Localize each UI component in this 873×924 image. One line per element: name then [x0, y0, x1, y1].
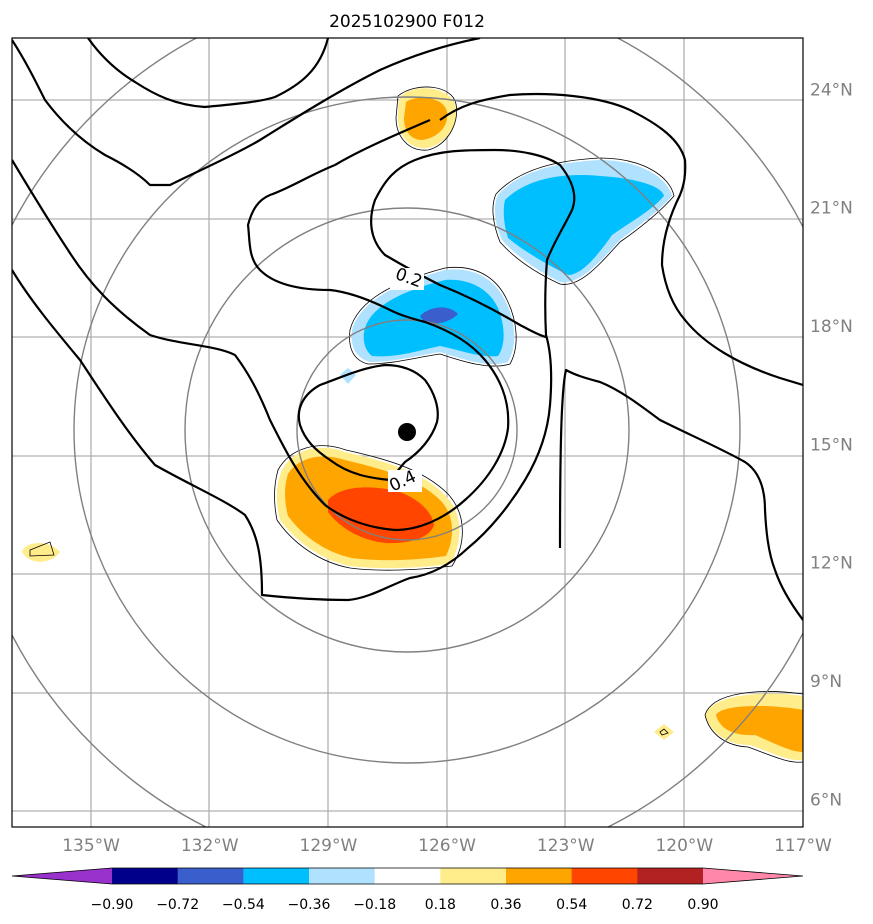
lon-tick-label: 123°W [537, 836, 595, 856]
contour-label-bg-1 [388, 470, 422, 492]
contour-label-bg-0 [390, 268, 424, 290]
warm-speck-southeast [654, 724, 674, 740]
colorbar-extend-low [12, 868, 112, 884]
colorbar-segment [440, 868, 507, 884]
range-ring-1 [296, 319, 518, 541]
outline-warm-south [274, 445, 463, 571]
colorbar [11, 867, 804, 885]
colorbar-tick-label: 0.36 [490, 897, 521, 913]
lat-tick-label: 18°N [810, 317, 853, 337]
colorbar-tick-label: 0.18 [425, 897, 456, 913]
contour-line-8 [558, 368, 803, 621]
warm-speck-west [22, 543, 60, 562]
chart-title: 2025102900 F012 [329, 12, 485, 32]
contour-line-1 [12, 38, 481, 187]
cool-blob-center-strong [420, 307, 458, 324]
outline-cool-east [492, 157, 675, 285]
range-rings [12, 38, 803, 827]
lat-tick-label: 12°N [810, 554, 853, 574]
warm-blob-southeast-core [716, 705, 803, 752]
colorbar-segment [637, 868, 704, 884]
colorbar-labels: −0.90 −0.72 −0.54 −0.36 −0.18 0.18 0.36 0.54 0.7… [91, 897, 719, 913]
range-ring-3 [73, 96, 741, 764]
contour-line-7 [439, 92, 803, 387]
lat-tick-label: 9°N [810, 672, 842, 692]
colorbar-tick-label: 0.72 [622, 897, 653, 913]
colorbar-segment [506, 868, 573, 884]
outline-warm-north [395, 86, 458, 151]
lat-tick-label: 15°N [810, 435, 853, 455]
contour-labels: 0.2 0.4 [386, 264, 424, 496]
lon-tick-label: 126°W [418, 836, 476, 856]
longitude-labels: 135°W 132°W 129°W 126°W 123°W 120°W 117°W [62, 836, 832, 856]
cool-blob-east-core [503, 175, 664, 275]
lon-tick-label: 135°W [62, 836, 120, 856]
lon-tick-label: 117°W [774, 836, 832, 856]
colorbar-tick-label: −0.72 [156, 897, 199, 913]
contour-line-6 [12, 148, 576, 602]
contours [12, 38, 803, 621]
colorbar-segment [571, 868, 638, 884]
colorbar-segment [177, 868, 244, 884]
outline-warm-southeast [704, 691, 803, 763]
warm-blob-north-core [404, 97, 448, 140]
range-ring-2 [184, 207, 630, 653]
storm-center-marker [398, 423, 416, 441]
map-panel: 0.2 0.4 [11, 37, 804, 828]
contour-line-2 [87, 38, 330, 109]
colorbar-tick-label: −0.54 [222, 897, 265, 913]
contour-line-4 [246, 163, 391, 311]
outline-cool-center [349, 266, 517, 367]
lon-tick-label: 120°W [655, 836, 713, 856]
contour-line-storm-inner [297, 363, 439, 482]
colorbar-tick-label: −0.36 [288, 897, 331, 913]
latitude-labels: 24°N 21°N 18°N 15°N 12°N 9°N 6°N [810, 80, 853, 810]
colorbar-tick-label: −0.90 [91, 897, 134, 913]
lon-tick-label: 132°W [181, 836, 239, 856]
colorbar-tick-label: −0.18 [353, 897, 396, 913]
colorbar-segment [374, 868, 441, 884]
colorbar-outline [11, 867, 804, 885]
gridlines [12, 38, 803, 827]
contour-line-3 [12, 159, 510, 532]
lon-tick-label: 129°W [300, 836, 358, 856]
map-frame [11, 37, 804, 828]
colorbar-segment [243, 868, 310, 884]
contour-line-5 [334, 118, 431, 166]
colorbar-extend-high [703, 868, 803, 884]
colorbar-segment [309, 868, 376, 884]
warm-speck-southeast-outline [659, 728, 669, 736]
warm-speck-west-outline [29, 541, 55, 557]
colorbar-tick-label: 0.90 [687, 897, 718, 913]
lat-tick-label: 21°N [810, 199, 853, 219]
lat-tick-label: 24°N [810, 80, 853, 100]
lat-tick-label: 6°N [810, 790, 842, 810]
colorbar-tick-label: 0.54 [556, 897, 587, 913]
colorbar-segment [112, 868, 179, 884]
